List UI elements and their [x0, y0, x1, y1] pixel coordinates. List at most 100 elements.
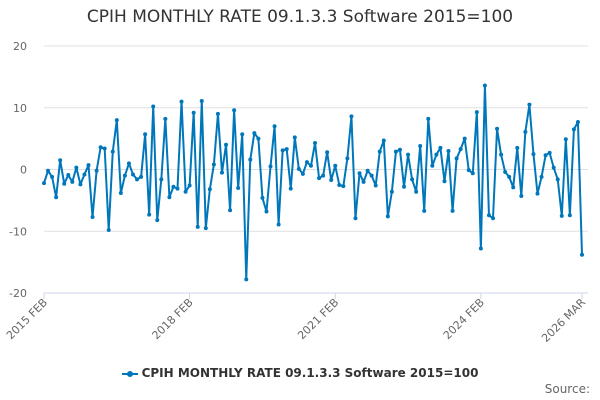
data-point [175, 186, 180, 191]
x-tick-label: 2015 FEB [4, 296, 50, 342]
data-point [232, 108, 237, 113]
series-line [43, 84, 583, 281]
data-point [118, 190, 123, 195]
y-tick-label: 10 [13, 102, 27, 115]
data-point [50, 174, 55, 179]
data-point [211, 162, 216, 167]
data-point [389, 189, 394, 194]
data-point [191, 110, 196, 115]
data-point [442, 179, 447, 184]
data-point [499, 152, 504, 157]
data-point [195, 224, 200, 229]
data-point [252, 131, 257, 136]
data-point [244, 277, 249, 282]
data-point [264, 209, 269, 214]
y-tick-label: 20 [13, 40, 27, 53]
data-point [580, 252, 584, 257]
legend[interactable]: CPIH MONTHLY RATE 09.1.3.3 Software 2015… [0, 366, 600, 380]
data-point [478, 246, 483, 251]
x-tick-label: 2024 FEB [441, 296, 487, 342]
data-point [207, 187, 212, 192]
data-point [163, 116, 168, 121]
data-point [361, 179, 366, 184]
data-point [470, 171, 475, 176]
data-point [491, 216, 496, 221]
data-point [151, 104, 156, 109]
data-point [300, 171, 305, 176]
data-point [426, 116, 431, 121]
data-point [402, 184, 407, 189]
data-point [236, 186, 241, 191]
data-point [215, 111, 220, 116]
data-point [450, 208, 455, 213]
data-point [325, 150, 330, 155]
data-point [66, 173, 71, 178]
data-point [228, 208, 233, 213]
data-point [523, 129, 528, 134]
data-point [70, 179, 75, 184]
data-point [58, 158, 63, 163]
data-point [240, 132, 245, 137]
data-point [515, 145, 520, 150]
data-point [345, 156, 350, 161]
data-point [349, 114, 354, 119]
data-point [397, 147, 402, 152]
data-point [248, 157, 253, 162]
data-point [292, 135, 297, 140]
data-point [62, 181, 67, 186]
data-point [46, 168, 51, 173]
data-point [167, 195, 172, 200]
data-point [353, 216, 358, 221]
data-point [102, 146, 107, 151]
data-point [296, 166, 301, 171]
data-point [446, 148, 451, 153]
data-point [567, 213, 572, 218]
data-point [110, 149, 115, 154]
data-point [466, 168, 471, 173]
data-point [357, 171, 362, 176]
data-point [203, 226, 208, 231]
data-point [260, 195, 265, 200]
data-point [507, 174, 512, 179]
data-point [563, 137, 568, 142]
data-point [410, 177, 415, 182]
data-point [474, 110, 479, 115]
data-point [551, 165, 556, 170]
data-point [187, 183, 192, 188]
data-point [377, 149, 382, 154]
data-point [531, 152, 536, 157]
y-tick-label: -20 [9, 287, 27, 300]
data-point [179, 99, 184, 104]
data-point [434, 152, 439, 157]
data-point [482, 83, 487, 88]
data-point [256, 136, 261, 141]
data-point [430, 163, 435, 168]
data-point [393, 149, 398, 154]
chart-title: CPIH MONTHLY RATE 09.1.3.3 Software 2015… [86, 7, 514, 27]
data-point [135, 177, 140, 182]
data-point [414, 189, 419, 194]
data-point [317, 176, 322, 181]
data-point [438, 145, 443, 150]
data-point [82, 172, 87, 177]
data-point [74, 165, 79, 170]
data-point [126, 161, 131, 166]
data-point [139, 174, 144, 179]
data-point [575, 119, 580, 124]
data-point [495, 126, 500, 131]
data-point [171, 184, 176, 189]
data-point [418, 144, 423, 149]
data-point [143, 132, 148, 137]
y-tick-label: 0 [20, 164, 27, 177]
data-point [147, 212, 152, 217]
data-point [333, 163, 338, 168]
data-point [462, 136, 467, 141]
data-point [373, 183, 378, 188]
data-point [547, 150, 552, 155]
data-point [571, 127, 576, 132]
x-tick-label: 2026 MAR [539, 296, 588, 345]
data-point [555, 177, 560, 182]
data-point [159, 177, 164, 182]
